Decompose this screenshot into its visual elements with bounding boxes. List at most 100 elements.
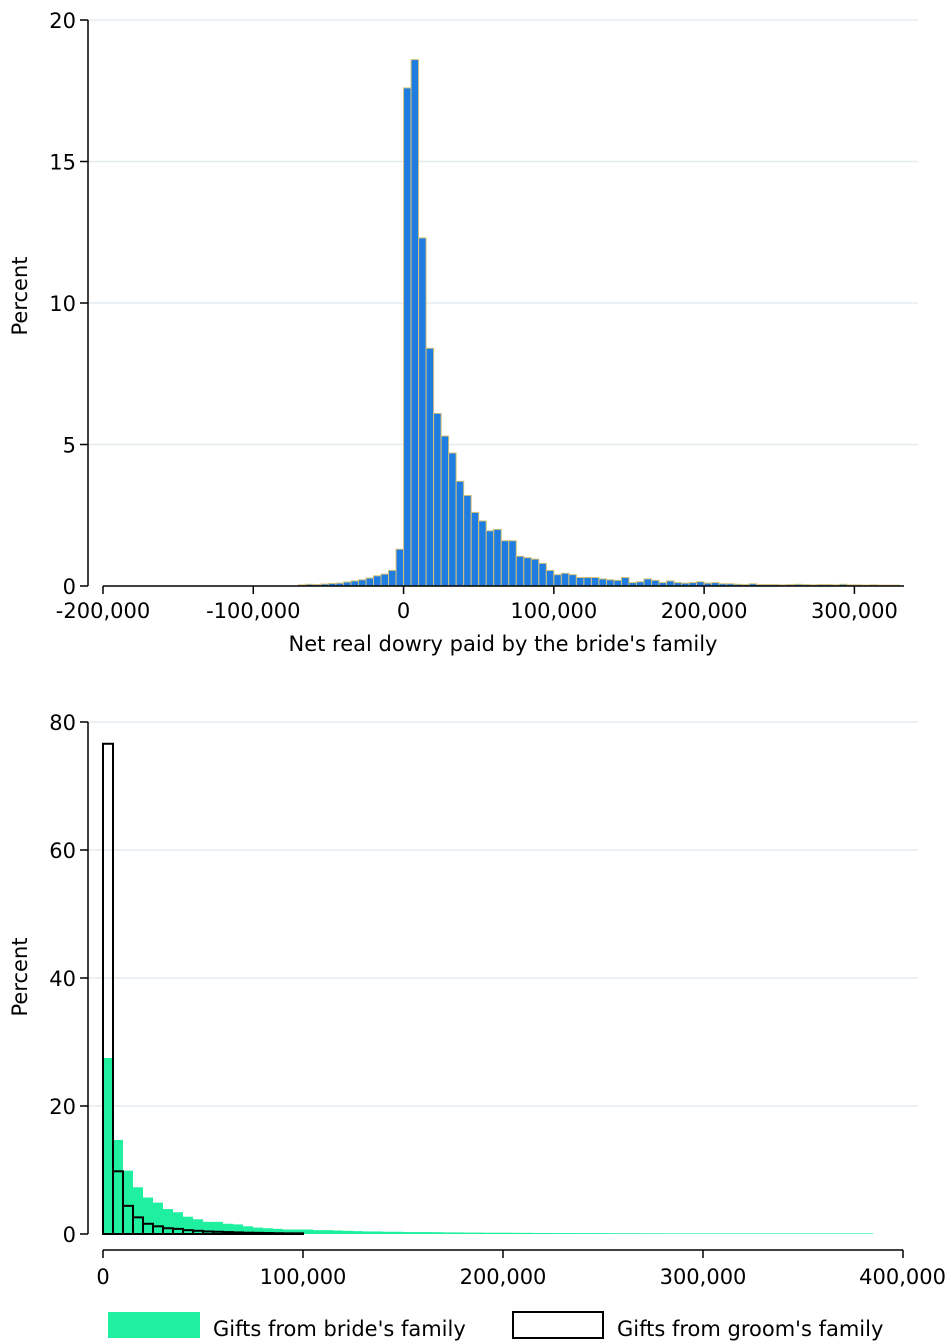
bride-gift-bar	[633, 1233, 643, 1234]
bottom-x-tick-label: 300,000	[660, 1265, 747, 1289]
bride-gift-bar	[323, 1230, 333, 1234]
bottom-y-axis-title: Percent	[8, 937, 32, 1016]
bride-gift-bar	[643, 1233, 653, 1234]
bride-gift-bar	[183, 1216, 193, 1234]
legend-label-bride: Gifts from bride's family	[213, 1317, 466, 1341]
bride-gift-bar	[213, 1221, 223, 1234]
bride-gift-bar	[583, 1233, 593, 1234]
groom-gift-bar	[262, 1232, 274, 1236]
bride-gift-bar	[263, 1228, 273, 1234]
bottom-x-tick-label: 100,000	[260, 1265, 347, 1289]
top-histogram-bar	[620, 577, 630, 587]
bride-gift-bar	[203, 1221, 213, 1234]
groom-gift-bar	[242, 1231, 254, 1235]
top-histogram-bar	[530, 558, 540, 587]
bride-gift-bar	[593, 1233, 603, 1234]
top-y-tick-label: 10	[49, 292, 76, 316]
bride-gifts-bars	[103, 1058, 873, 1234]
top-axes	[80, 19, 904, 594]
top-histogram-bar	[395, 548, 405, 587]
net-dowry-histogram: 0 5 10 15 20 -200,000 -100,000 0 100,000 200,000…	[8, 9, 918, 656]
top-histogram-bar	[410, 59, 420, 587]
top-x-axis-title: Net real dowry paid by the bride's famil…	[289, 632, 718, 656]
top-histogram-bar	[365, 577, 375, 587]
top-histogram-bar	[545, 569, 555, 587]
bride-gift-bar	[503, 1232, 513, 1234]
bride-gift-bar	[823, 1233, 833, 1234]
top-histogram-bar	[590, 577, 600, 587]
bride-gift-bar	[373, 1231, 383, 1234]
groom-gift-bar	[112, 1170, 124, 1236]
groom-gift-bar	[102, 742, 114, 1235]
bottom-x-tick-label: 0	[96, 1265, 109, 1289]
groom-gift-bar	[282, 1232, 294, 1235]
bride-gift-bar	[783, 1233, 793, 1234]
bride-gift-bar	[473, 1232, 483, 1234]
top-gridlines	[88, 19, 918, 446]
top-histogram-bar	[403, 87, 412, 587]
bride-gift-bar	[693, 1233, 703, 1234]
top-y-tick-label: 15	[49, 151, 76, 175]
bride-gift-bar	[753, 1233, 763, 1234]
bride-gift-bar	[673, 1233, 683, 1234]
bride-gift-bar	[853, 1233, 863, 1234]
top-histogram-bar	[515, 555, 525, 587]
bride-gift-bar	[463, 1232, 473, 1234]
top-histogram-bar	[478, 520, 487, 587]
groom-gift-bar	[292, 1232, 304, 1235]
bride-gift-bar	[513, 1232, 523, 1234]
bride-gift-bar	[603, 1233, 613, 1234]
top-histogram-bar	[651, 579, 660, 587]
top-histogram-bar	[643, 578, 653, 587]
top-histogram-bar	[388, 569, 397, 587]
top-histogram-bar	[613, 579, 622, 587]
bride-gift-bar	[253, 1227, 263, 1234]
top-y-tick-labels: 0 5 10 15 20	[49, 9, 76, 599]
bride-gift-bar	[103, 1058, 113, 1234]
bride-gift-bar	[443, 1232, 453, 1234]
bride-gift-bar	[543, 1232, 553, 1234]
top-x-tick-labels: -200,000 -100,000 0 100,000 200,000 300,000	[56, 599, 898, 623]
top-histogram-bar	[433, 412, 442, 587]
top-y-tick-label: 5	[63, 434, 76, 458]
legend: Gifts from bride's family Gifts from gro…	[108, 1311, 883, 1341]
bride-gift-bar	[493, 1232, 503, 1234]
bride-gift-bar	[133, 1187, 143, 1234]
top-histogram-bar	[598, 578, 607, 587]
bride-gift-bar	[123, 1170, 133, 1234]
top-histogram-bar	[575, 577, 585, 587]
top-histogram-bar	[605, 579, 615, 587]
top-y-tick-label: 0	[63, 575, 76, 599]
top-histogram-bar	[448, 452, 457, 587]
top-histogram-bar	[463, 494, 472, 587]
top-histogram-bar	[380, 573, 390, 587]
top-histogram-bar	[350, 580, 359, 587]
bride-gift-bar	[683, 1233, 693, 1234]
bride-gift-bar	[563, 1233, 573, 1234]
bride-gift-bar	[363, 1231, 373, 1234]
groom-gifts-bars	[102, 742, 304, 1236]
bride-gift-bar	[273, 1228, 283, 1234]
bride-gift-bar	[243, 1226, 253, 1234]
bride-gift-bar	[663, 1233, 673, 1234]
bride-gift-bar	[763, 1233, 773, 1234]
bride-gift-bar	[793, 1233, 803, 1234]
bride-gift-bar	[233, 1224, 243, 1234]
bride-gift-bar	[113, 1139, 123, 1234]
top-histogram-bar	[553, 574, 562, 587]
top-x-tick-label: 300,000	[811, 599, 898, 623]
bride-gift-bar	[773, 1233, 783, 1234]
top-histogram-bar	[470, 511, 480, 587]
bride-gift-bar	[613, 1233, 623, 1234]
top-y-axis-title: Percent	[8, 256, 32, 335]
top-histogram-bar	[583, 577, 592, 587]
groom-gift-bar	[222, 1231, 234, 1235]
bottom-y-tick-label: 40	[49, 967, 76, 991]
bride-gift-bar	[163, 1209, 173, 1234]
top-histogram-bar	[357, 579, 367, 587]
bride-gift-bar	[353, 1231, 363, 1234]
top-bars	[297, 59, 900, 587]
bride-gift-bar	[553, 1233, 563, 1234]
